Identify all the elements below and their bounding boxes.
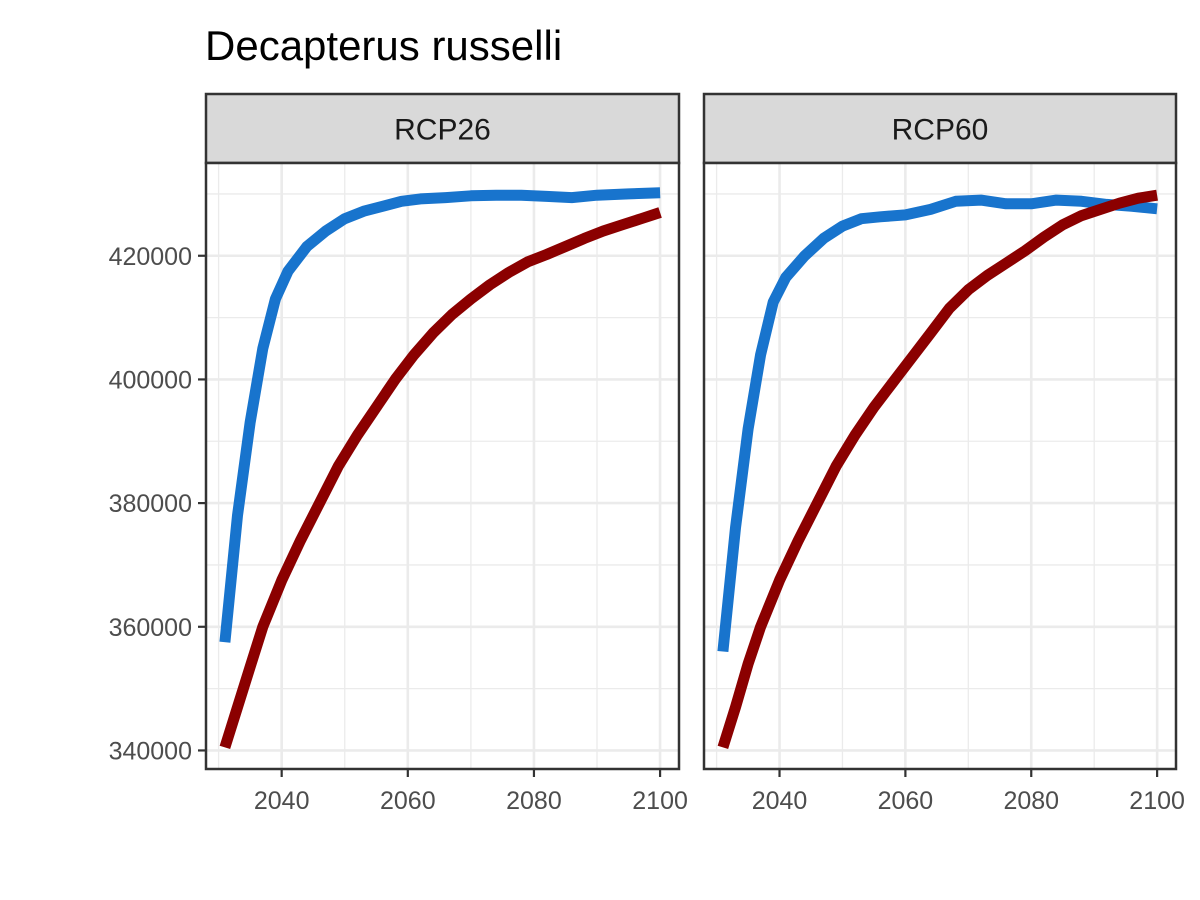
y-axis: 340000 360000 380000 400000 420000	[109, 243, 206, 765]
plot-background	[206, 163, 679, 769]
panel-border	[702, 161, 1178, 771]
y-tick-label: 360000	[109, 614, 192, 642]
facet-strip	[702, 92, 1178, 165]
x-tick-label: 2040	[752, 787, 808, 815]
plot-background	[704, 163, 1176, 769]
y-tick-label: 380000	[109, 490, 192, 518]
facet-strip	[204, 92, 681, 165]
series-line-blue	[717, 194, 1158, 653]
x-tick-label: 2080	[1003, 787, 1059, 815]
x-tick-label: 2060	[380, 787, 436, 815]
y-tick-label: 400000	[109, 366, 192, 394]
panel-rcp60: RCP60 2040 2060 2080 2100	[702, 92, 1185, 815]
panel-border	[204, 161, 681, 771]
facet-label: RCP60	[892, 114, 989, 147]
x-tick-label: 2060	[878, 787, 934, 815]
facet-panels: RCP26 2040 2060 2080 2100 RCP60 2040 2060 2080 21…	[204, 92, 1185, 815]
panel-rcp26: RCP26 2040 2060 2080 2100	[204, 92, 688, 815]
y-tick-label: 340000	[109, 737, 192, 765]
series-line-blue	[219, 187, 661, 643]
series-line-red	[219, 207, 662, 750]
facet-label: RCP26	[394, 114, 491, 147]
x-tick-label: 2080	[506, 787, 562, 815]
y-tick-label: 420000	[109, 243, 192, 271]
x-tick-label: 2100	[632, 787, 688, 815]
series-line-red	[717, 189, 1158, 750]
chart-title: Decapterus russelli	[205, 22, 562, 69]
x-tick-label: 2100	[1129, 787, 1185, 815]
x-tick-label: 2040	[254, 787, 310, 815]
